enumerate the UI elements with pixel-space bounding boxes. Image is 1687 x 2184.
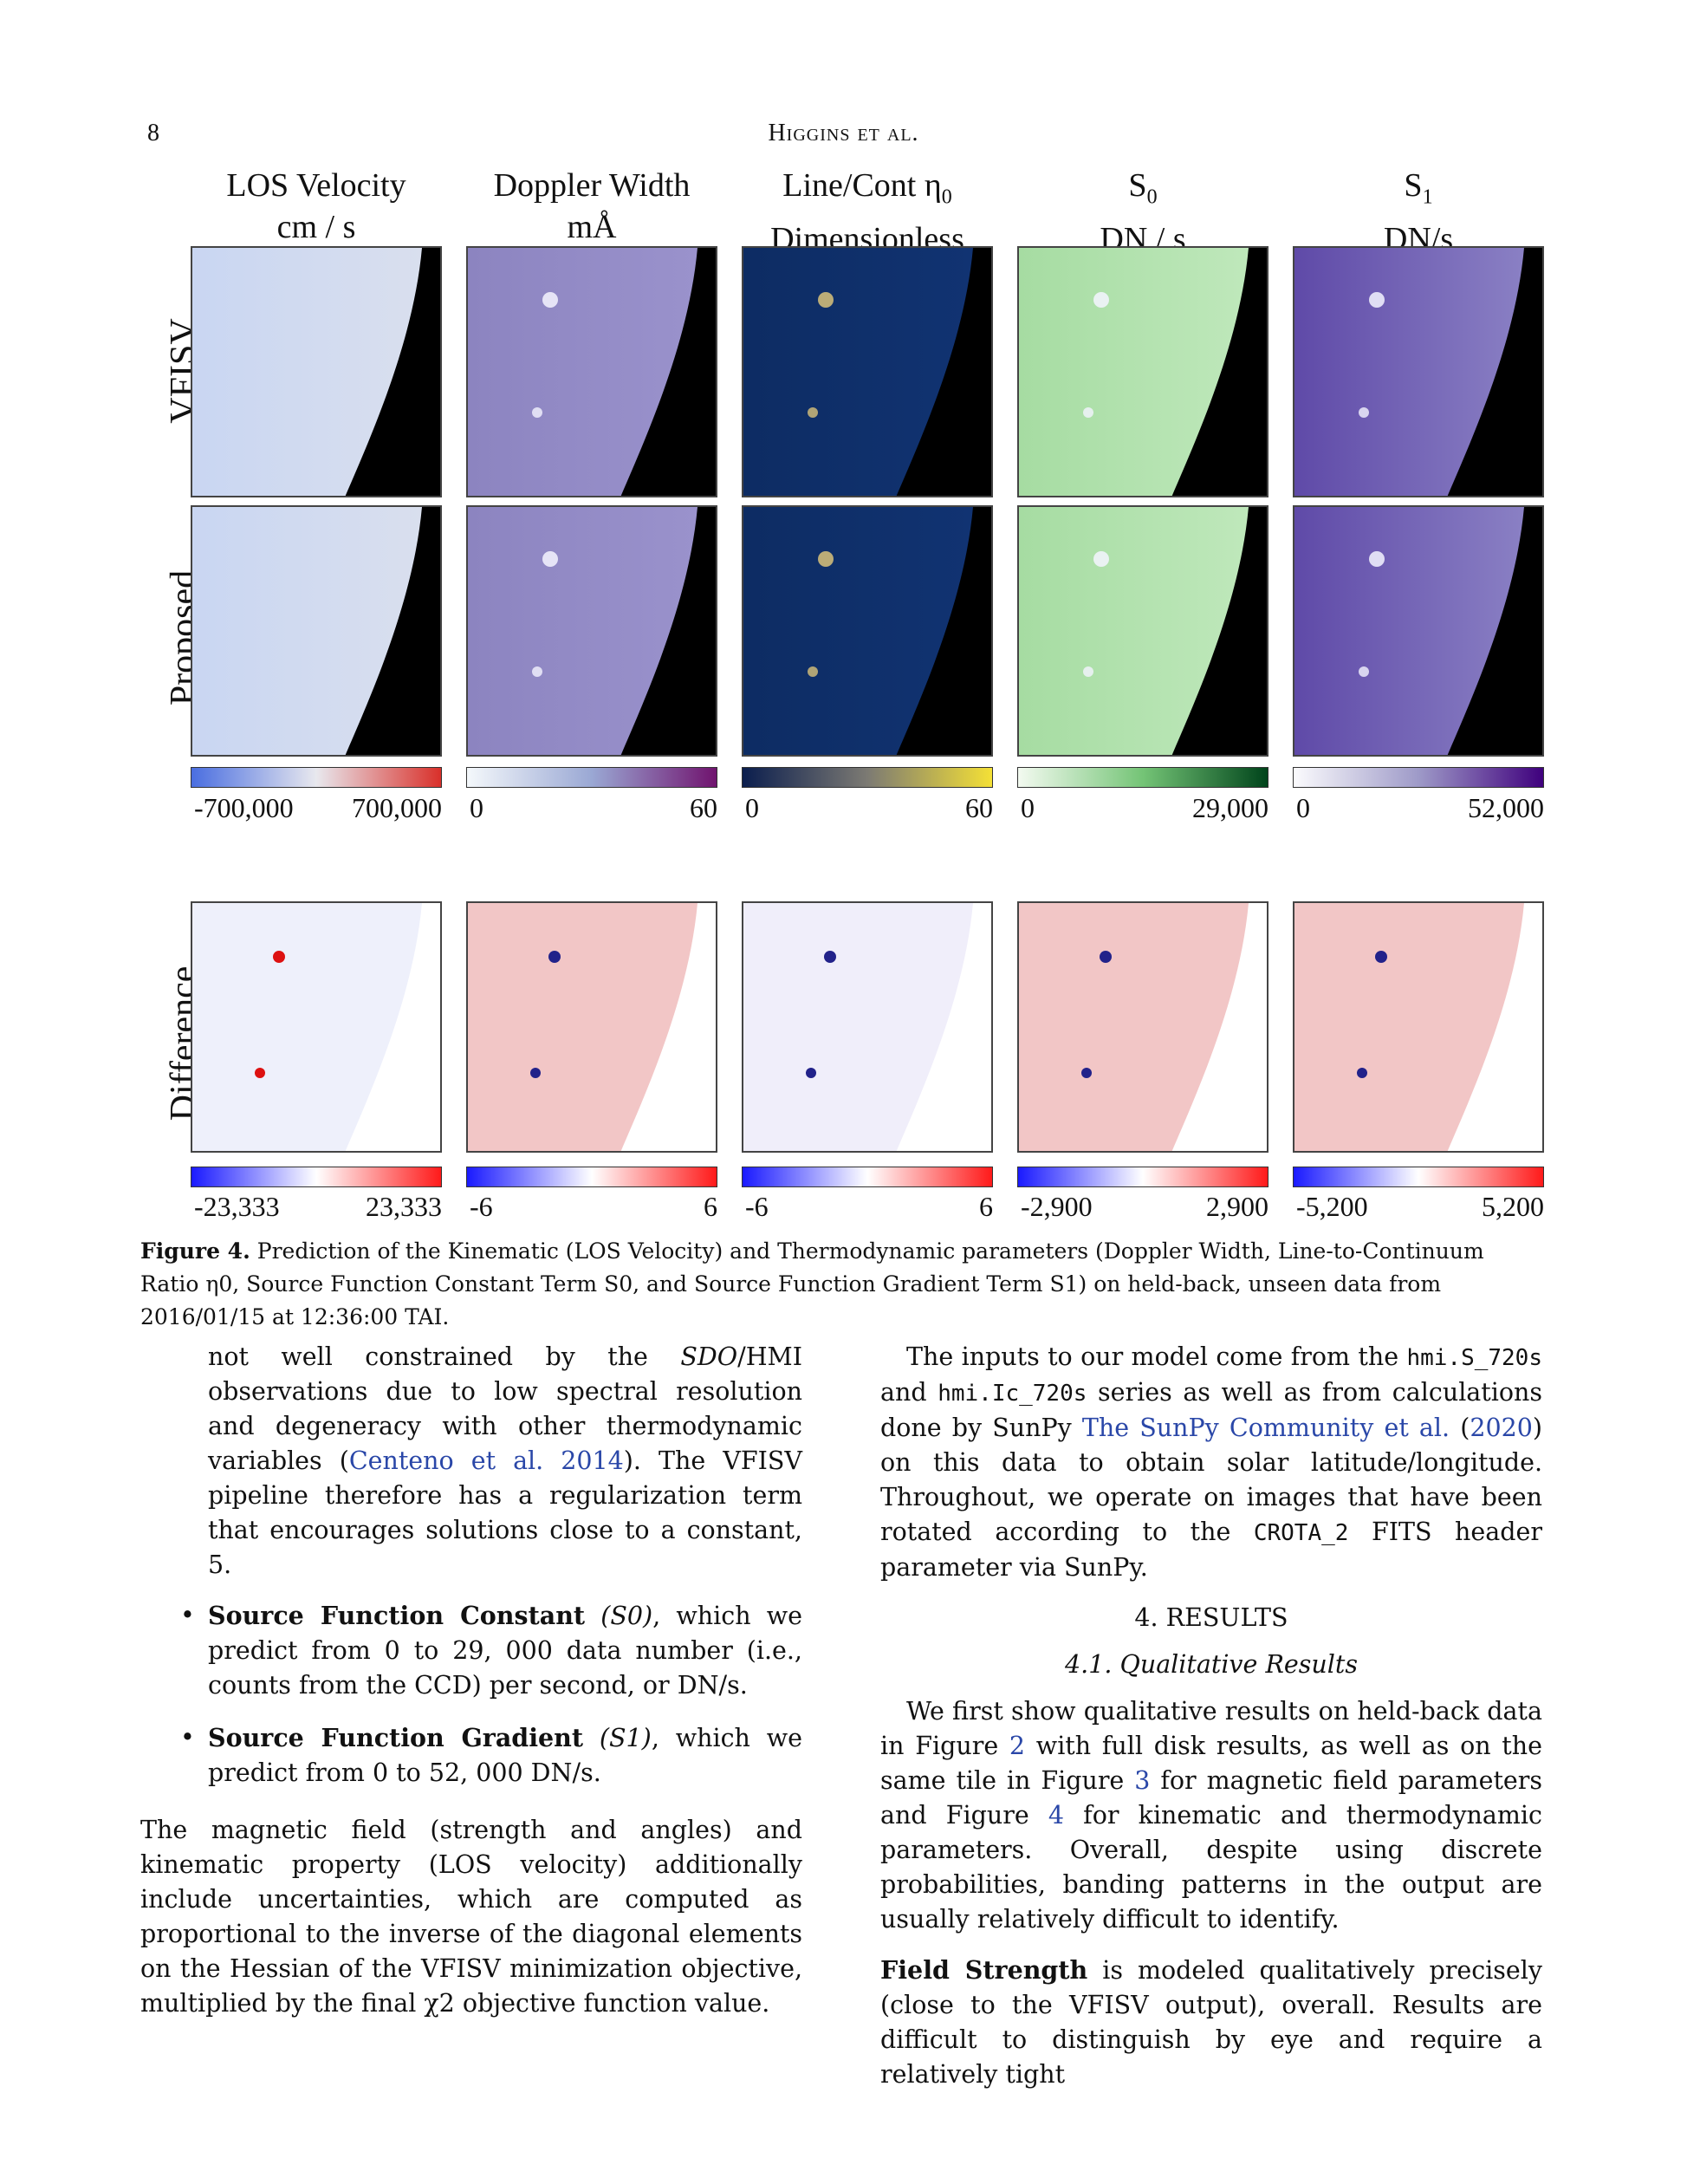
colorbar-max-label: 700,000 — [352, 792, 442, 823]
proposed-panel-2 — [466, 505, 717, 757]
column-title: LOS Velocity — [226, 167, 406, 204]
caption-text: Prediction of the Kinematic (LOS Velocit… — [140, 1238, 1484, 1329]
difference-colorbar-min-label: -5,200 — [1296, 1191, 1368, 1222]
difference-panel-5 — [1293, 901, 1544, 1153]
difference-panel-1 — [191, 901, 442, 1153]
difference-colorbar-min-label: -6 — [745, 1191, 769, 1222]
figure-ref-2[interactable]: 2 — [1009, 1732, 1026, 1760]
difference-colorbar-min-label: -2,900 — [1021, 1191, 1093, 1222]
citation-link-centeno[interactable]: Centeno et al. 2014 — [348, 1446, 624, 1475]
proposed-panel-3 — [742, 505, 993, 757]
column-unit: cm / s — [276, 209, 356, 245]
citation-link-sunpy-year[interactable]: 2020 — [1470, 1414, 1533, 1442]
vfisv-panel-3 — [742, 246, 993, 497]
column-title: Line/Cont η0 — [782, 167, 952, 209]
colorbar-max-label: 52,000 — [1468, 792, 1544, 823]
left-paragraph-1: not well constrained by the SDO/HMI obse… — [208, 1342, 802, 1579]
difference-colorbar-min-label: -6 — [470, 1191, 493, 1222]
vfisv-panel-2 — [466, 246, 717, 497]
colorbar-max-label: 60 — [965, 792, 993, 823]
right-paragraph-3: Field Strength is modeled qualitatively … — [880, 1955, 1542, 2089]
running-head: Higgins et al. — [768, 120, 919, 146]
caption-label: Figure 4. — [140, 1238, 250, 1264]
colorbar-5 — [1293, 767, 1544, 788]
colorbar-2 — [466, 767, 717, 788]
colorbar-max-label: 60 — [690, 792, 717, 823]
colorbar-1 — [191, 767, 442, 788]
subsection-title: 4.1. Qualitative Results — [1065, 1650, 1358, 1679]
figure-ref-3[interactable]: 3 — [1134, 1766, 1151, 1795]
difference-colorbar-3 — [742, 1167, 993, 1187]
difference-colorbar-2 — [466, 1167, 717, 1187]
proposed-panel-1 — [191, 505, 442, 757]
column-unit: mÅ — [567, 209, 617, 245]
left-column: not well constrained by the SDO/HMI obse… — [140, 1340, 802, 2037]
bullet-dot-icon: • — [180, 1601, 195, 1629]
bullet-source-function-gradient: • Source Function Gradient (S1), which w… — [140, 1720, 802, 1791]
bullet-dot-icon: • — [180, 1723, 195, 1752]
bullet-source-function-constant: • Source Function Constant (S0), which w… — [140, 1598, 802, 1703]
colorbar-min-label: 0 — [1296, 792, 1310, 823]
vfisv-panel-1 — [191, 246, 442, 497]
difference-colorbar-max-label: 23,333 — [366, 1191, 442, 1222]
column-title: Doppler Width — [493, 167, 691, 204]
difference-colorbar-max-label: 6 — [979, 1191, 993, 1222]
figure-ref-4[interactable]: 4 — [1048, 1801, 1065, 1830]
page-number: 8 — [147, 120, 159, 146]
proposed-panel-5 — [1293, 505, 1544, 757]
colorbar-4 — [1017, 767, 1268, 788]
colorbar-3 — [742, 767, 993, 788]
difference-colorbar-4 — [1017, 1167, 1268, 1187]
right-paragraph-2: We first show qualitative results on hel… — [880, 1697, 1543, 1934]
citation-link-sunpy[interactable]: The SunPy Community et al. — [1081, 1414, 1450, 1442]
column-header-2: Doppler Width mÅ — [466, 165, 717, 248]
colorbar-min-label: 0 — [470, 792, 483, 823]
vfisv-panel-5 — [1293, 246, 1544, 497]
colorbar-min-label: 0 — [745, 792, 759, 823]
difference-colorbar-min-label: -23,333 — [194, 1191, 280, 1222]
difference-colorbar-max-label: 2,900 — [1206, 1191, 1268, 1222]
difference-colorbar-1 — [191, 1167, 442, 1187]
column-title: S1 — [1404, 167, 1433, 209]
left-paragraph-2: The magnetic field (strength and angles)… — [140, 1816, 802, 2018]
figure-caption: Figure 4. Prediction of the Kinematic (L… — [140, 1235, 1547, 1334]
colorbar-min-label: 0 — [1021, 792, 1035, 823]
column-header-3: Line/Cont η0 Dimensionless — [742, 165, 993, 260]
difference-colorbar-max-label: 6 — [704, 1191, 717, 1222]
difference-panel-4 — [1017, 901, 1268, 1153]
right-paragraph-1: The inputs to our model come from the hm… — [880, 1342, 1543, 1582]
colorbar-max-label: 29,000 — [1192, 792, 1268, 823]
difference-colorbar-5 — [1293, 1167, 1544, 1187]
difference-panel-2 — [466, 901, 717, 1153]
section-title: 4. RESULTS — [1134, 1603, 1288, 1632]
difference-panel-3 — [742, 901, 993, 1153]
right-column: The inputs to our model come from the hm… — [880, 1340, 1542, 2108]
vfisv-panel-4 — [1017, 246, 1268, 497]
proposed-panel-4 — [1017, 505, 1268, 757]
colorbar-min-label: -700,000 — [194, 792, 294, 823]
difference-colorbar-max-label: 5,200 — [1482, 1191, 1544, 1222]
column-title: S0 — [1128, 167, 1158, 209]
column-header-1: LOS Velocity cm / s — [191, 165, 442, 248]
